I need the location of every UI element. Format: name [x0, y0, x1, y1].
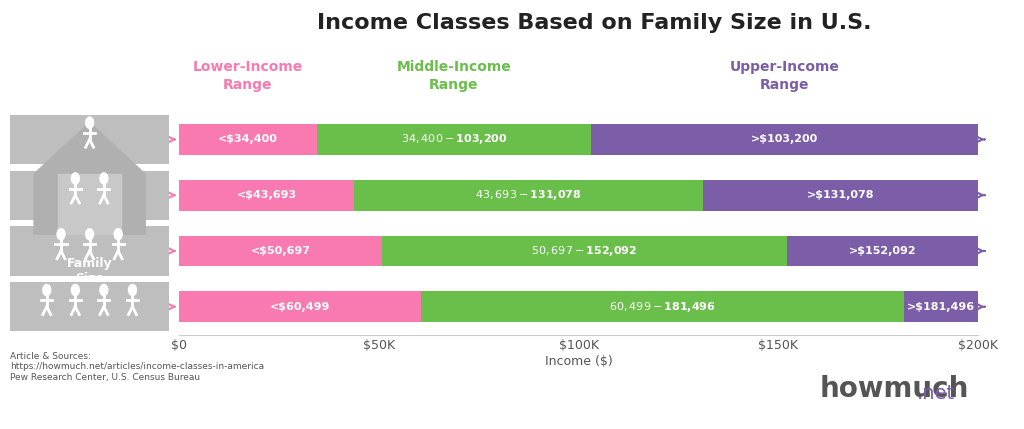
Text: $34,400 - $103,200: $34,400 - $103,200	[400, 133, 507, 146]
Text: howmuch: howmuch	[819, 375, 969, 403]
Bar	[904, 291, 978, 322]
Circle shape	[100, 173, 108, 184]
Text: Income Classes Based on Family Size in U.S.: Income Classes Based on Family Size in U…	[316, 13, 871, 33]
Text: <$34,400: <$34,400	[218, 134, 278, 145]
Circle shape	[72, 173, 79, 184]
Bar	[179, 124, 316, 155]
Circle shape	[86, 229, 93, 240]
Polygon shape	[57, 174, 121, 234]
Text: >$152,092: >$152,092	[849, 246, 916, 256]
Text: .net: .net	[916, 384, 954, 403]
Bar	[591, 124, 978, 155]
Text: Lower-Income
Range: Lower-Income Range	[193, 60, 303, 93]
Circle shape	[100, 284, 108, 296]
Circle shape	[57, 229, 65, 240]
Circle shape	[86, 117, 93, 128]
Text: $60,499 - $181,496: $60,499 - $181,496	[609, 300, 716, 314]
Text: Upper-Income
Range: Upper-Income Range	[730, 60, 840, 93]
Bar	[179, 180, 353, 211]
Bar	[786, 236, 978, 266]
Text: >$131,078: >$131,078	[807, 190, 874, 200]
Text: <$50,697: <$50,697	[251, 246, 310, 256]
Text: $50,697 - $152,092: $50,697 - $152,092	[531, 244, 637, 258]
Bar	[316, 124, 591, 155]
Text: $43,693 - $131,078: $43,693 - $131,078	[475, 188, 582, 202]
Text: >$103,200: >$103,200	[751, 134, 818, 145]
Bar	[421, 291, 904, 322]
Text: Family
Size: Family Size	[67, 257, 113, 284]
Bar	[353, 180, 702, 211]
FancyBboxPatch shape	[10, 227, 169, 275]
Text: Article & Sources:
https://howmuch.net/articles/income-classes-in-america
Pew Re: Article & Sources: https://howmuch.net/a…	[10, 352, 264, 381]
Circle shape	[128, 284, 136, 296]
Text: Middle-Income
Range: Middle-Income Range	[396, 60, 511, 93]
FancyBboxPatch shape	[10, 171, 169, 220]
FancyBboxPatch shape	[10, 282, 169, 331]
Bar	[179, 236, 382, 266]
Bar	[702, 180, 978, 211]
Polygon shape	[34, 123, 145, 234]
Text: <$60,499: <$60,499	[269, 302, 330, 312]
Bar	[382, 236, 786, 266]
FancyBboxPatch shape	[10, 115, 169, 164]
Text: >$181,496: >$181,496	[907, 302, 975, 312]
Bar	[179, 291, 421, 322]
X-axis label: Income ($): Income ($)	[545, 355, 612, 368]
Circle shape	[72, 284, 79, 296]
Circle shape	[43, 284, 51, 296]
Circle shape	[115, 229, 122, 240]
Text: <$43,693: <$43,693	[237, 190, 297, 200]
